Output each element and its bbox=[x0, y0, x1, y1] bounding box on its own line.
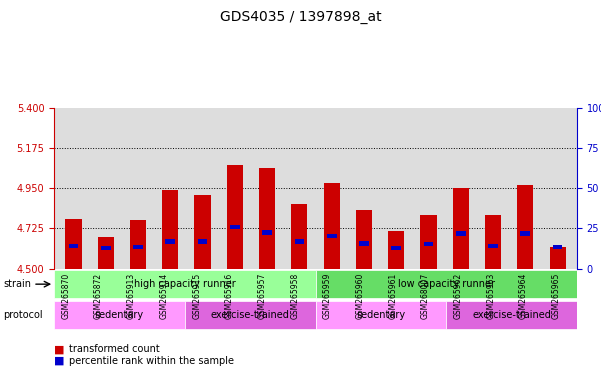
Bar bbox=[97, 237, 114, 269]
Text: GSM265916: GSM265916 bbox=[225, 273, 234, 319]
Text: exercise-trained: exercise-trained bbox=[211, 310, 290, 320]
Bar bbox=[262, 230, 272, 235]
Text: sedentary: sedentary bbox=[95, 310, 144, 320]
Text: GSM265915: GSM265915 bbox=[192, 273, 201, 319]
Text: strain: strain bbox=[3, 279, 31, 289]
Text: percentile rank within the sample: percentile rank within the sample bbox=[69, 356, 234, 366]
Text: GSM265963: GSM265963 bbox=[486, 273, 495, 319]
Bar bbox=[488, 244, 498, 248]
Bar bbox=[230, 225, 240, 229]
Bar bbox=[517, 185, 534, 269]
Bar bbox=[388, 231, 404, 269]
Text: GSM265960: GSM265960 bbox=[356, 273, 365, 319]
Text: GDS4035 / 1397898_at: GDS4035 / 1397898_at bbox=[220, 10, 381, 23]
FancyBboxPatch shape bbox=[185, 301, 316, 329]
Bar bbox=[520, 231, 530, 236]
Bar bbox=[130, 220, 146, 269]
Bar bbox=[327, 234, 337, 238]
FancyBboxPatch shape bbox=[316, 270, 577, 298]
Bar bbox=[421, 215, 436, 269]
Text: exercise-trained: exercise-trained bbox=[472, 310, 551, 320]
Bar bbox=[101, 245, 111, 250]
Text: GSM268007: GSM268007 bbox=[421, 273, 430, 319]
Bar bbox=[453, 188, 469, 269]
Bar bbox=[391, 245, 401, 250]
Text: GSM265872: GSM265872 bbox=[94, 273, 103, 319]
Bar bbox=[549, 247, 566, 269]
Text: GSM265957: GSM265957 bbox=[257, 273, 266, 319]
Text: GSM265964: GSM265964 bbox=[519, 273, 528, 319]
Text: GSM265962: GSM265962 bbox=[454, 273, 463, 319]
Bar bbox=[356, 210, 372, 269]
Bar bbox=[553, 245, 563, 249]
Text: protocol: protocol bbox=[3, 310, 43, 320]
Bar bbox=[69, 244, 78, 248]
Text: GSM265870: GSM265870 bbox=[61, 273, 70, 319]
FancyBboxPatch shape bbox=[54, 301, 185, 329]
Text: GSM265913: GSM265913 bbox=[127, 273, 136, 319]
Bar bbox=[198, 239, 207, 244]
Bar bbox=[227, 165, 243, 269]
Text: ■: ■ bbox=[54, 356, 64, 366]
Bar bbox=[259, 169, 275, 269]
Text: transformed count: transformed count bbox=[69, 344, 160, 354]
Text: high capacity runner: high capacity runner bbox=[134, 279, 236, 289]
Bar bbox=[162, 190, 178, 269]
Text: GSM265914: GSM265914 bbox=[159, 273, 168, 319]
Bar bbox=[195, 195, 210, 269]
Text: GSM265959: GSM265959 bbox=[323, 273, 332, 319]
Bar bbox=[291, 204, 308, 269]
Bar bbox=[424, 242, 433, 247]
Text: low capacity runner: low capacity runner bbox=[398, 279, 495, 289]
Text: GSM265958: GSM265958 bbox=[290, 273, 299, 319]
Text: GSM265961: GSM265961 bbox=[388, 273, 397, 319]
Bar bbox=[485, 215, 501, 269]
Bar bbox=[294, 239, 304, 244]
Bar bbox=[66, 218, 82, 269]
FancyBboxPatch shape bbox=[54, 270, 316, 298]
FancyBboxPatch shape bbox=[446, 301, 577, 329]
Text: sedentary: sedentary bbox=[356, 310, 406, 320]
Bar bbox=[323, 183, 340, 269]
Text: ■: ■ bbox=[54, 344, 64, 354]
Bar bbox=[359, 241, 369, 245]
FancyBboxPatch shape bbox=[316, 301, 446, 329]
Bar bbox=[456, 231, 466, 236]
Text: GSM265965: GSM265965 bbox=[552, 273, 561, 319]
Bar bbox=[133, 245, 143, 249]
Bar bbox=[165, 239, 175, 244]
